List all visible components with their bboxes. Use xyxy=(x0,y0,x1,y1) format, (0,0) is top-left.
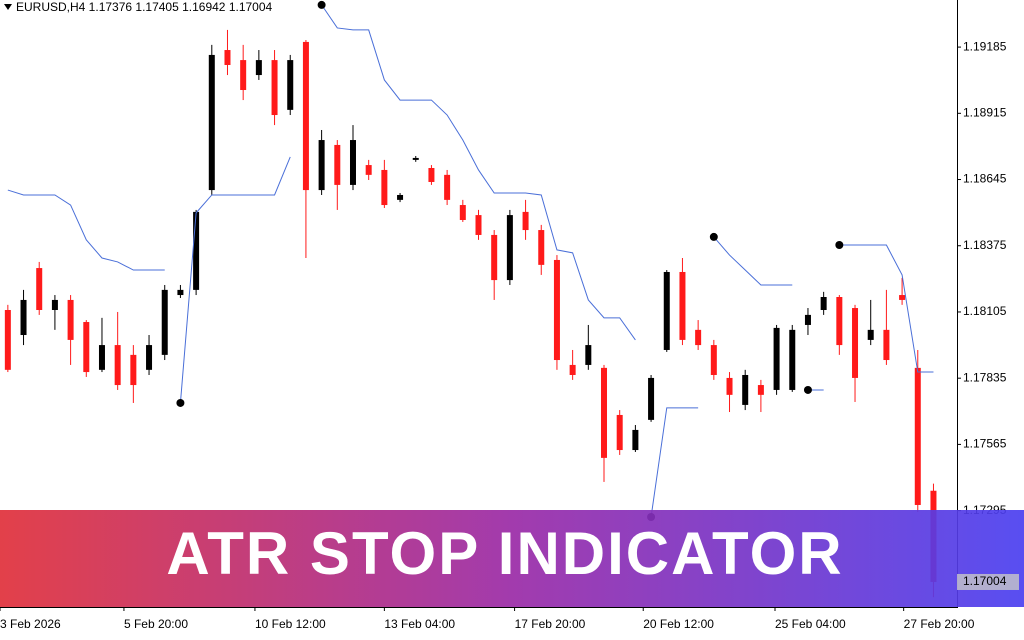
atr-stop-line xyxy=(7,189,165,271)
candle-body xyxy=(679,271,686,340)
candle-body xyxy=(820,297,827,310)
overlay: EURUSD,H4 1.17376 1.17405 1.16942 1.1700… xyxy=(0,0,1024,607)
banner xyxy=(0,510,1024,607)
candle-body xyxy=(381,169,388,206)
x-tick-label: 25 Feb 04:00 xyxy=(775,617,846,631)
candle-body xyxy=(899,295,906,300)
candle-body xyxy=(130,354,137,386)
header-arrow xyxy=(4,4,12,10)
atr-stop-line xyxy=(650,407,699,518)
candle-body xyxy=(522,211,529,231)
chart-title: EURUSD,H4 1.17376 1.17405 1.16942 1.1700… xyxy=(16,0,273,14)
candle-body xyxy=(208,54,215,191)
candle-body xyxy=(789,329,796,390)
candle-body xyxy=(146,345,153,370)
candle-body xyxy=(318,140,325,191)
y-tick-label: 1.18375 xyxy=(963,238,1007,252)
candle-body xyxy=(428,167,435,182)
y-tick-label: 1.18105 xyxy=(963,304,1007,318)
candle-body xyxy=(302,41,309,191)
candle-body xyxy=(569,364,576,375)
candle-body xyxy=(710,345,717,375)
y-tick-label: 1.17565 xyxy=(963,437,1007,451)
candle-body xyxy=(773,327,780,390)
banner-title: ATR STOP INDICATOR xyxy=(166,520,843,587)
atr-stop-signal xyxy=(835,241,844,250)
candle-body xyxy=(648,377,655,420)
candle-body xyxy=(51,299,58,310)
candle-body xyxy=(491,234,498,281)
x-tick-label: 10 Feb 12:00 xyxy=(255,617,326,631)
candle-body xyxy=(224,50,231,65)
atr-stop-signal xyxy=(317,0,326,9)
candle-body xyxy=(506,215,513,281)
y-tick-label: 1.19185 xyxy=(963,39,1007,53)
x-tick-label: 17 Feb 20:00 xyxy=(515,617,586,631)
candle-body xyxy=(412,157,419,160)
candle-body xyxy=(726,377,733,395)
candle-body xyxy=(852,308,859,378)
candle-body xyxy=(616,414,623,451)
candle-body xyxy=(585,345,592,365)
atr-stop-line xyxy=(321,4,636,341)
candle-body xyxy=(20,299,27,336)
atr-stop-signal xyxy=(803,385,812,394)
candle-body xyxy=(914,367,921,505)
last-price-label: 1.17004 xyxy=(963,574,1007,588)
candle-body xyxy=(177,289,184,296)
candle-body xyxy=(397,194,404,200)
candle-body xyxy=(271,60,278,116)
candle-body xyxy=(757,385,764,395)
last-price-box xyxy=(957,573,1019,590)
candle-body xyxy=(240,60,247,91)
candle-body xyxy=(632,429,639,451)
candle-body xyxy=(193,211,200,290)
candle-body xyxy=(4,309,11,370)
candle-body xyxy=(601,367,608,458)
candle-body xyxy=(334,144,341,185)
candle-body xyxy=(867,329,874,340)
candle-body xyxy=(98,345,105,370)
candle-body xyxy=(365,165,372,175)
candle-body xyxy=(459,205,466,220)
candle-body xyxy=(663,271,670,350)
x-tick-label: 5 Feb 20:00 xyxy=(124,617,188,631)
candle-body xyxy=(349,140,356,185)
atr-stop-line xyxy=(179,156,291,403)
x-tick-label: 27 Feb 20:00 xyxy=(904,617,975,631)
plot-area: 1.19185 1.18915 1.18645 1.18375 1.18105 1.178… xyxy=(0,0,1007,631)
candle-body xyxy=(83,322,90,373)
x-tick-label: 13 Feb 04:00 xyxy=(384,617,455,631)
candle-body xyxy=(475,215,482,235)
y-tick-label: 1.18645 xyxy=(963,172,1007,186)
candle-body xyxy=(804,314,811,325)
candle-body xyxy=(161,289,168,355)
candle-body xyxy=(695,329,702,346)
x-tick-label: 20 Feb 12:00 xyxy=(643,617,714,631)
candle-body xyxy=(255,60,262,76)
atr-stop-line xyxy=(713,236,793,286)
atr-stop-signal xyxy=(176,398,185,407)
candle-body xyxy=(742,374,749,405)
y-tick-label: 1.17835 xyxy=(963,370,1007,384)
x-tick-label: 3 Feb 2026 xyxy=(0,617,61,631)
atr-stop-line xyxy=(839,244,934,373)
candle-body xyxy=(836,297,843,346)
candle-body xyxy=(287,60,294,110)
candle-body xyxy=(883,329,890,361)
atr-stop-signal xyxy=(709,232,718,241)
candle-body xyxy=(36,268,43,310)
candle-body xyxy=(67,299,74,340)
y-tick-label: 1.18915 xyxy=(963,105,1007,119)
candle-body xyxy=(114,345,121,386)
candle-body xyxy=(444,174,451,200)
candle-body xyxy=(553,259,560,361)
candle-body xyxy=(538,230,545,265)
